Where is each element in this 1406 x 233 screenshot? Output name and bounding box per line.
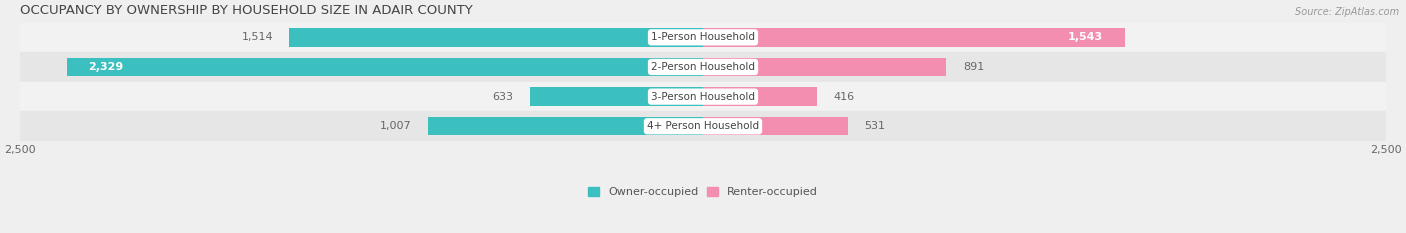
Text: OCCUPANCY BY OWNERSHIP BY HOUSEHOLD SIZE IN ADAIR COUNTY: OCCUPANCY BY OWNERSHIP BY HOUSEHOLD SIZE… (20, 4, 472, 17)
Text: 1-Person Household: 1-Person Household (651, 32, 755, 42)
Bar (20, 82, 1386, 111)
Bar (703, 28, 1125, 47)
Text: 2-Person Household: 2-Person Household (651, 62, 755, 72)
Legend: Owner-occupied, Renter-occupied: Owner-occupied, Renter-occupied (588, 187, 818, 197)
Text: 1,514: 1,514 (242, 32, 273, 42)
Text: 1,543: 1,543 (1067, 32, 1102, 42)
Text: 1,007: 1,007 (380, 121, 412, 131)
Bar (703, 87, 817, 106)
Text: 891: 891 (963, 62, 984, 72)
Bar (530, 87, 703, 106)
Text: 2,329: 2,329 (89, 62, 124, 72)
Text: Source: ZipAtlas.com: Source: ZipAtlas.com (1295, 7, 1399, 17)
Bar (20, 23, 1386, 52)
Bar (20, 52, 1386, 82)
Bar (427, 117, 703, 135)
Text: 416: 416 (832, 92, 855, 102)
Bar (66, 58, 703, 76)
Bar (703, 58, 946, 76)
Text: 3-Person Household: 3-Person Household (651, 92, 755, 102)
Text: 4+ Person Household: 4+ Person Household (647, 121, 759, 131)
Text: 633: 633 (492, 92, 513, 102)
Bar (290, 28, 703, 47)
Bar (703, 117, 848, 135)
Text: 531: 531 (865, 121, 886, 131)
Bar (20, 111, 1386, 141)
